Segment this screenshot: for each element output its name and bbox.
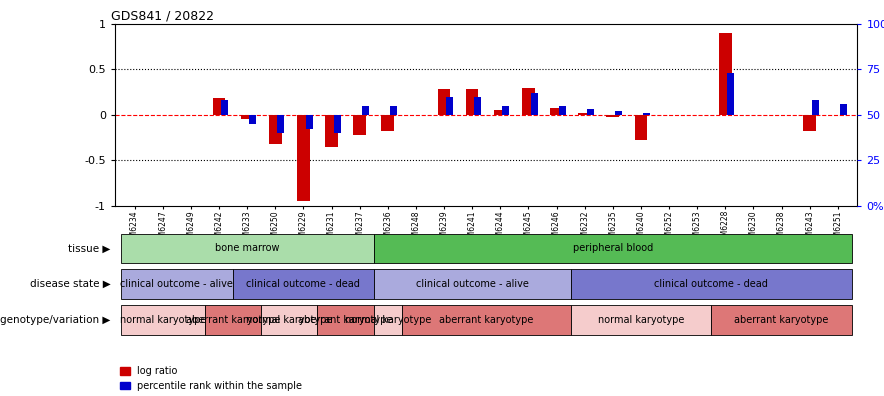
Bar [402, 305, 570, 335]
Bar [578, 113, 591, 115]
Bar [120, 269, 233, 299]
Bar [438, 89, 450, 115]
Bar [570, 269, 852, 299]
Text: bone marrow: bone marrow [215, 244, 279, 253]
Text: GDS841 / 20822: GDS841 / 20822 [111, 10, 214, 23]
Bar [606, 115, 619, 117]
Bar [269, 115, 282, 144]
Bar [354, 115, 366, 135]
Bar [446, 97, 453, 115]
Text: clinical outcome - alive: clinical outcome - alive [415, 279, 529, 289]
Bar [812, 100, 819, 115]
Bar [550, 108, 563, 115]
Bar [233, 269, 374, 299]
Bar [333, 115, 340, 133]
Text: normal karyotype: normal karyotype [598, 315, 684, 325]
Text: disease state ▶: disease state ▶ [30, 279, 110, 289]
Text: aberrant karyotype: aberrant karyotype [735, 315, 828, 325]
Bar [615, 111, 622, 115]
Bar [719, 33, 732, 115]
Bar [475, 97, 482, 115]
Bar [249, 115, 256, 124]
Bar [466, 89, 478, 115]
Bar [278, 115, 285, 133]
Bar [522, 88, 535, 115]
Bar [804, 115, 816, 131]
Bar [317, 305, 374, 335]
Bar [840, 104, 847, 115]
Text: clinical outcome - dead: clinical outcome - dead [247, 279, 361, 289]
Bar [362, 106, 369, 115]
Bar [374, 234, 852, 263]
Bar [559, 106, 566, 115]
Bar [374, 305, 402, 335]
Bar [325, 115, 338, 147]
Bar [494, 110, 507, 115]
Bar [381, 115, 394, 131]
Text: genotype/variation ▶: genotype/variation ▶ [0, 315, 110, 325]
Bar [306, 115, 313, 129]
Bar [635, 115, 647, 140]
Legend: log ratio, percentile rank within the sample: log ratio, percentile rank within the sa… [119, 366, 302, 391]
Text: clinical outcome - alive: clinical outcome - alive [120, 279, 233, 289]
Bar [213, 99, 225, 115]
Bar [120, 305, 205, 335]
Text: normal karyotype: normal karyotype [246, 315, 332, 325]
Bar [221, 100, 228, 115]
Text: peripheral blood: peripheral blood [573, 244, 653, 253]
Bar [297, 115, 309, 201]
Text: normal karyotype: normal karyotype [119, 315, 206, 325]
Bar [712, 305, 852, 335]
Bar [390, 106, 397, 115]
Bar [374, 269, 570, 299]
Bar [205, 305, 261, 335]
Text: tissue ▶: tissue ▶ [68, 244, 110, 253]
Text: aberrant karyotype: aberrant karyotype [439, 315, 533, 325]
Text: normal karyotype: normal karyotype [345, 315, 431, 325]
Bar [120, 234, 374, 263]
Bar [240, 115, 254, 120]
Text: aberrant karyotype: aberrant karyotype [186, 315, 280, 325]
Bar [530, 93, 537, 115]
Bar [728, 73, 735, 115]
Text: aberrant karyotype: aberrant karyotype [299, 315, 392, 325]
Bar [261, 305, 317, 335]
Bar [502, 106, 509, 115]
Bar [570, 305, 712, 335]
Text: clinical outcome - dead: clinical outcome - dead [654, 279, 768, 289]
Bar [587, 109, 594, 115]
Bar [643, 113, 650, 115]
